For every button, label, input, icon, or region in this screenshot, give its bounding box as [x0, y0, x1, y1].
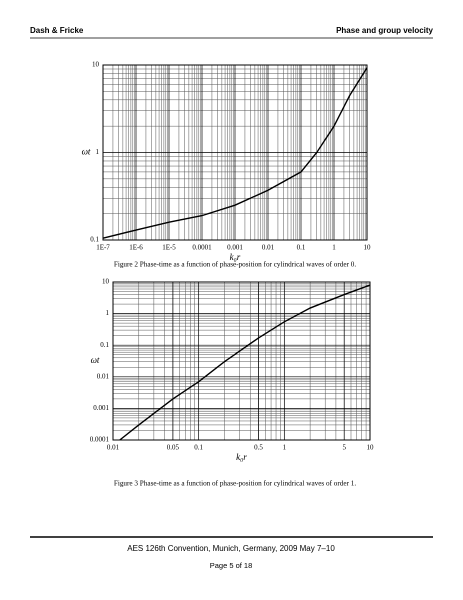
- x-tick-label: 0.1: [297, 244, 306, 252]
- x-axis-label: k₀r: [230, 252, 241, 262]
- x-tick-label: 0.01: [107, 444, 120, 452]
- y-tick-label: 0.0001: [90, 436, 110, 444]
- y-tick-label: 10: [102, 278, 110, 286]
- plot-frame: [102, 64, 368, 241]
- x-tick-label: 1E-6: [129, 244, 143, 252]
- y-axis-label: ωt: [91, 355, 100, 365]
- x-tick-label: 1: [332, 244, 336, 252]
- plot-frame: [112, 281, 371, 441]
- x-tick-label: 0.05: [167, 444, 180, 452]
- figure-caption: Figure 3 Phase-time as a function of pha…: [114, 480, 357, 488]
- x-tick-label: 1E-7: [96, 244, 110, 252]
- header-right: Phase and group velocity: [336, 26, 433, 35]
- y-tick-label: 0.1: [100, 341, 109, 349]
- x-tick-label: 0.5: [254, 444, 263, 452]
- y-tick-label: 1: [96, 148, 100, 156]
- x-tick-label: 10: [367, 444, 375, 452]
- y-tick-label: 0.1: [90, 236, 99, 244]
- x-tick-label: 0.0001: [192, 244, 212, 252]
- footer-line: AES 126th Convention, Munich, Germany, 2…: [127, 544, 335, 553]
- y-axis-label: ωt: [82, 147, 91, 157]
- figure-caption: Figure 2 Phase-time as a function of pha…: [114, 261, 357, 269]
- x-tick-label: 5: [342, 444, 346, 452]
- y-tick-label: 0.001: [93, 404, 109, 412]
- header-left: Dash & Fricke: [30, 26, 84, 35]
- footer-page: Page 5 of 18: [210, 561, 253, 570]
- y-tick-label: 1: [106, 309, 110, 317]
- x-tick-label: 0.1: [194, 444, 203, 452]
- data-line: [102, 67, 368, 239]
- x-tick-label: 0.001: [227, 244, 243, 252]
- x-tick-label: 0.01: [262, 244, 275, 252]
- x-tick-label: 1E-5: [162, 244, 176, 252]
- data-line: [119, 284, 371, 441]
- x-axis-label: k₀r: [236, 452, 247, 462]
- x-tick-label: 10: [364, 244, 372, 252]
- x-tick-label: 1: [283, 444, 287, 452]
- y-tick-label: 10: [92, 61, 100, 69]
- y-tick-label: 0.01: [97, 372, 110, 380]
